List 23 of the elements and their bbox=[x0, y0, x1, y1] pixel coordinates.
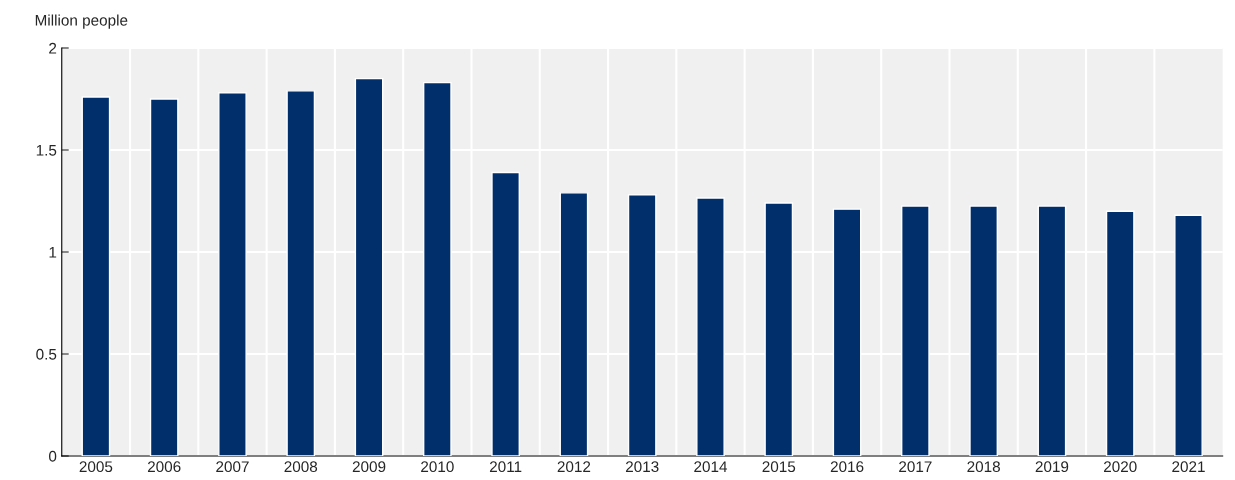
x-tick-label: 2007 bbox=[216, 461, 249, 473]
x-tick-label: 2017 bbox=[899, 461, 932, 473]
x-tick-label: 2019 bbox=[1035, 461, 1069, 473]
x-tick-label: 2005 bbox=[79, 461, 113, 473]
x-tick-label: 2021 bbox=[1172, 461, 1205, 473]
x-tick-label: 2008 bbox=[284, 461, 318, 473]
y-tick-label: 0.5 bbox=[36, 348, 57, 360]
x-tick-label: 2010 bbox=[421, 461, 454, 473]
x-tick-label: 2013 bbox=[625, 461, 659, 473]
y-tick-label: 0 bbox=[48, 450, 57, 462]
x-tick-label: 2014 bbox=[694, 461, 728, 473]
x-tick-label: 2012 bbox=[557, 461, 591, 473]
x-tick-label: 2006 bbox=[147, 461, 181, 473]
x-tick-label: 2009 bbox=[352, 461, 386, 473]
x-tick-label: 2011 bbox=[489, 461, 522, 473]
y-axis-title: Million people bbox=[35, 14, 128, 29]
x-tick-label: 2018 bbox=[967, 461, 1000, 473]
x-tick-label: 2020 bbox=[1103, 461, 1137, 473]
x-tick-label: 2016 bbox=[830, 461, 864, 473]
y-tick-label: 1 bbox=[49, 247, 57, 258]
x-tick-label: 2015 bbox=[762, 461, 796, 473]
y-tick-label: 1.5 bbox=[36, 145, 57, 156]
y-tick-label: 2 bbox=[49, 42, 57, 54]
